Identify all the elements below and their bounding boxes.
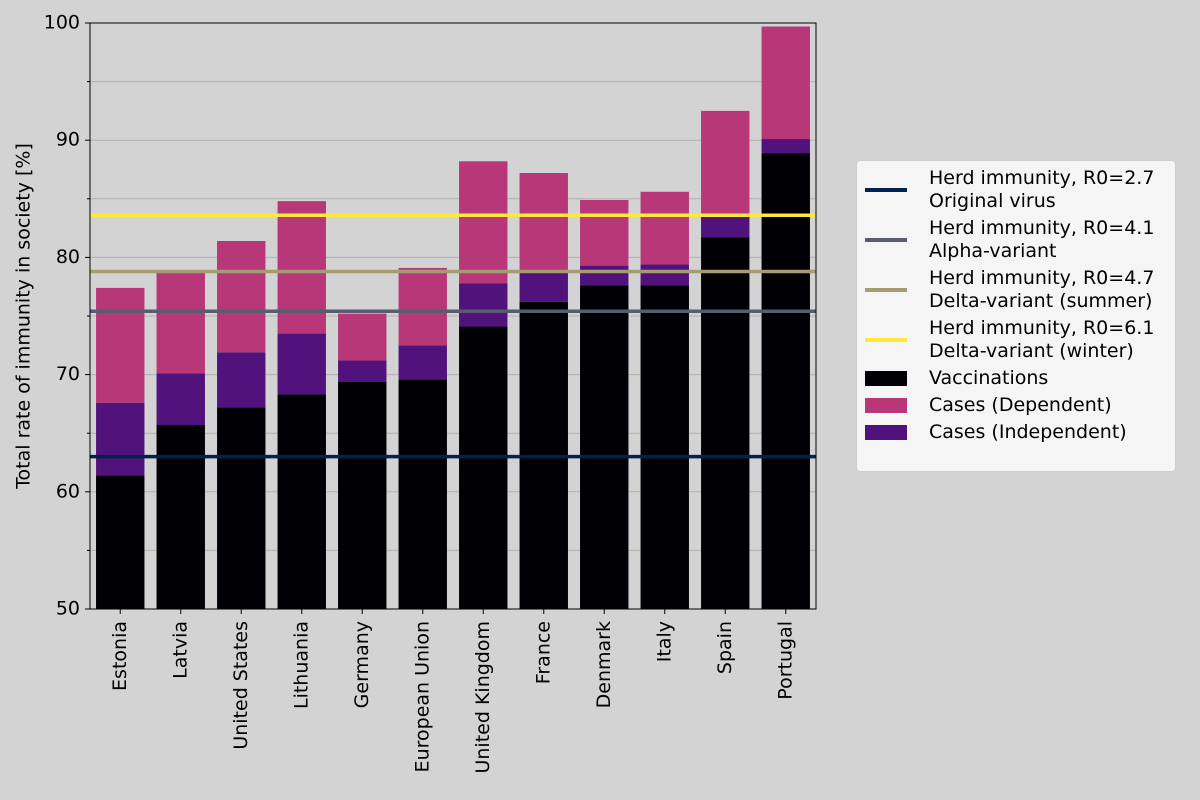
x-tick-label: Portugal	[774, 621, 796, 700]
y-tick-label: 50	[56, 598, 80, 620]
bar-segment	[277, 201, 326, 334]
x-tick-label: European Union	[411, 621, 433, 772]
bar-segment	[519, 271, 568, 302]
bar-segment	[277, 394, 326, 609]
legend-swatch	[865, 188, 907, 192]
bar-segment	[217, 352, 266, 408]
bar-segment	[519, 173, 568, 272]
bar-segment	[459, 326, 508, 609]
legend-swatch	[865, 288, 907, 292]
y-tick-label: 60	[56, 480, 80, 502]
bar-segment	[640, 264, 689, 286]
legend-label: Herd immunity, R0=2.7 Original virus	[929, 167, 1155, 212]
y-tick-label: 80	[56, 246, 80, 268]
x-tick-label: France	[532, 621, 554, 684]
x-tick-label: Lithuania	[290, 621, 312, 709]
legend-label: Herd immunity, R0=4.1 Alpha-variant	[929, 217, 1155, 262]
bar-segment	[156, 424, 205, 609]
bar-segment	[701, 237, 750, 609]
legend-label: Cases (Independent)	[929, 421, 1127, 443]
legend-label: Herd immunity, R0=6.1 Delta-variant (win…	[929, 317, 1155, 362]
y-tick-label: 70	[56, 363, 80, 385]
bar-segment	[640, 191, 689, 265]
x-tick-label: Italy	[653, 621, 675, 662]
bar-segment	[398, 267, 447, 346]
legend-swatch	[865, 338, 907, 342]
legend-item: Herd immunity, R0=2.7 Original virus	[865, 167, 1167, 213]
legend-label: Herd immunity, R0=4.7 Delta-variant (sum…	[929, 267, 1155, 312]
chart: Total rate of immunity in society [%] 50…	[13, 12, 817, 774]
bar-segment	[96, 287, 145, 403]
x-tick-label: Estonia	[109, 621, 131, 691]
bar-segment	[156, 373, 205, 425]
bar-segment	[761, 139, 810, 154]
legend-swatch	[865, 398, 907, 413]
bar-segment	[640, 285, 689, 609]
bar-segment	[338, 381, 387, 609]
legend-item: Herd immunity, R0=4.7 Delta-variant (sum…	[865, 267, 1167, 313]
bar-segment	[580, 199, 629, 266]
bar-segment	[96, 402, 145, 476]
legend-swatch	[865, 371, 907, 386]
bar-segment	[338, 360, 387, 382]
legend-label: Vaccinations	[929, 367, 1049, 389]
x-tick-label: Spain	[714, 621, 736, 674]
x-tick-label: United Kingdom	[472, 621, 494, 774]
bar-segment	[459, 283, 508, 327]
y-tick-label: 90	[56, 129, 80, 151]
bar-segment	[580, 265, 629, 286]
x-tick-label: Germany	[351, 621, 373, 708]
y-tick-label: 100	[44, 12, 80, 34]
legend: Herd immunity, R0=2.7 Original virus Herd…	[856, 160, 1176, 472]
legend-item: Cases (Independent)	[865, 421, 1167, 444]
bar-segment	[701, 216, 750, 238]
x-tick-label: Denmark	[593, 621, 615, 708]
y-axis-label: Total rate of immunity in society [%]	[13, 143, 35, 490]
x-tick-label: Latvia	[169, 621, 191, 679]
bar-segment	[96, 475, 145, 609]
bar-segment	[761, 153, 810, 610]
legend-item: Vaccinations	[865, 367, 1167, 390]
bar-segment	[398, 345, 447, 380]
bar-segment	[217, 407, 266, 609]
legend-label: Cases (Dependent)	[929, 394, 1112, 416]
bar-segment	[338, 313, 387, 361]
legend-swatch	[865, 425, 907, 440]
bar-segment	[701, 110, 750, 217]
legend-swatch	[865, 238, 907, 242]
x-tick-label: United States	[230, 621, 252, 750]
legend-item: Herd immunity, R0=4.1 Alpha-variant	[865, 217, 1167, 263]
bar-segment	[217, 240, 266, 353]
bar-segment	[156, 271, 205, 374]
plot-frame	[89, 22, 817, 610]
bar-segment	[761, 26, 810, 140]
bar-segment	[459, 161, 508, 284]
bar-segment	[277, 333, 326, 395]
bar-segment	[398, 379, 447, 609]
bar-segment	[580, 285, 629, 609]
legend-item: Cases (Dependent)	[865, 394, 1167, 417]
legend-item: Herd immunity, R0=6.1 Delta-variant (win…	[865, 317, 1167, 363]
